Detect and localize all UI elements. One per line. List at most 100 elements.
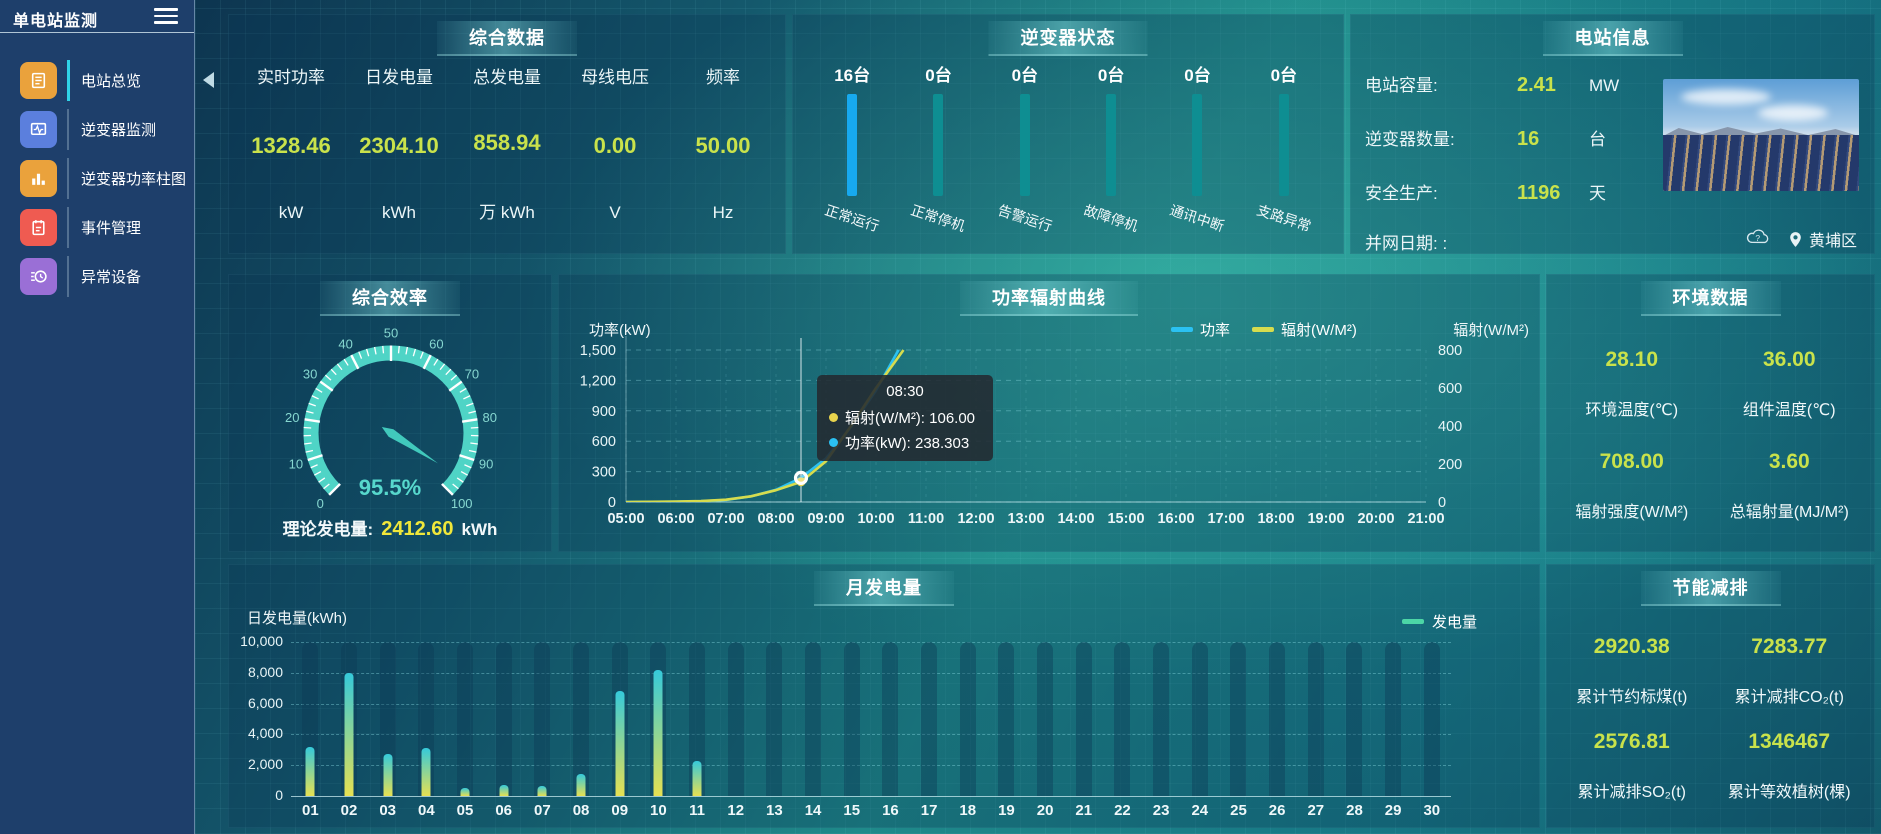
- bar-shadow: [766, 642, 783, 796]
- bar-day-column[interactable]: 06: [484, 642, 523, 819]
- bar-day-column[interactable]: 18: [948, 642, 987, 819]
- inverter-count: 0台: [925, 66, 952, 85]
- inverter-status-bar: [1192, 94, 1203, 196]
- bar-day-column[interactable]: 16: [871, 642, 910, 819]
- svg-text:09:00: 09:00: [807, 511, 844, 527]
- bar-ytick-label: 10,000: [240, 633, 283, 649]
- panel-title: 电站信息: [1542, 21, 1683, 56]
- bar-day-column[interactable]: 13: [755, 642, 794, 819]
- bar-day-column[interactable]: 19: [987, 642, 1026, 819]
- power-radiation-line-chart[interactable]: 0 300 600 900 1,200 1,500 0 200 400 600 800 05:00 06…: [559, 275, 1541, 553]
- bar-ytick-label: 0: [275, 787, 283, 803]
- sidebar-item-inverter-monitor[interactable]: 逆变器监测: [0, 105, 194, 154]
- bar-day-label: 21: [1075, 802, 1093, 819]
- panel-station-info: 电站信息 电站容量: 2.41 MW 逆变器数量: 16 台 安全生产: 119…: [1350, 14, 1875, 254]
- bar-day-label: 10: [650, 802, 667, 819]
- svg-text:10: 10: [289, 456, 303, 471]
- bar-day-label: 29: [1384, 802, 1402, 819]
- bar-day-column[interactable]: 27: [1296, 642, 1335, 819]
- bar-day-label: 30: [1423, 802, 1441, 819]
- bar-day-column[interactable]: 01: [291, 642, 330, 819]
- bar-day-label: 24: [1191, 802, 1209, 819]
- bar-gridline: [291, 734, 1451, 736]
- bar-day-column[interactable]: 28: [1335, 642, 1374, 819]
- sidebar-item-event-management[interactable]: 事件管理: [0, 203, 194, 252]
- chart-tooltip: 08:30 辐射(W/M²): 106.00 功率(kW): 238.303: [817, 375, 993, 461]
- legend-power[interactable]: 功率: [1171, 319, 1230, 340]
- bar-gridline: [291, 672, 1451, 674]
- theory-value: 2412.60: [381, 518, 454, 540]
- grid-date-row: 并网日期: :: [1365, 229, 1447, 254]
- bar-day-column[interactable]: 22: [1103, 642, 1142, 819]
- monthly-generation-bar-chart[interactable]: 01 02 03 04 05 06 07 08 09 10 11 12 13 14 15 16 17 18 19 20…: [291, 642, 1451, 819]
- metric-unit: V: [609, 203, 621, 222]
- sidebar-collapse-arrow[interactable]: [203, 72, 214, 88]
- bar-day-label: 11: [689, 802, 705, 819]
- bar-day-column[interactable]: 23: [1142, 642, 1181, 819]
- weather-indicator[interactable]: ?: [1745, 227, 1772, 246]
- bar-shadow: [1075, 642, 1092, 796]
- sidebar-item-abnormal-devices[interactable]: 异常设备: [0, 252, 194, 301]
- sidebar-item-inverter-power-bars[interactable]: 逆变器功率柱图: [0, 154, 194, 203]
- inverter-status-label: 正常运行: [823, 201, 882, 235]
- bar-day-column[interactable]: 26: [1258, 642, 1297, 819]
- svg-text:07:00: 07:00: [707, 511, 744, 527]
- sidebar-nav: 电站总览 逆变器监测 逆变器功率柱图 事件管理: [0, 56, 194, 301]
- svg-text:400: 400: [1438, 419, 1462, 435]
- station-value: 2.41: [1517, 74, 1556, 96]
- bar-day-column[interactable]: 11: [678, 642, 717, 819]
- legend-power-label: 功率: [1200, 322, 1231, 339]
- generation-bar: [460, 788, 470, 796]
- bar-gridline: [291, 765, 1451, 767]
- svg-text:14:00: 14:00: [1057, 511, 1094, 527]
- panel-monthly-generation[interactable]: 月发电量 日发电量(kWh) 发电量 0 2,000 4,000 6,000 8,000…: [228, 564, 1540, 828]
- bar-day-column[interactable]: 03: [368, 642, 407, 819]
- sidebar-item-label: 事件管理: [81, 220, 142, 237]
- bar-day-column[interactable]: 09: [600, 642, 639, 819]
- bar-day-column[interactable]: 05: [446, 642, 485, 819]
- bar-day-column[interactable]: 17: [910, 642, 949, 819]
- location-indicator[interactable]: 黄埔区: [1789, 227, 1857, 251]
- metric-value: 858.94: [473, 130, 541, 155]
- station-unit: MW: [1589, 76, 1620, 95]
- bar-day-label: 15: [843, 802, 861, 819]
- bar-day-column[interactable]: 21: [1064, 642, 1103, 819]
- svg-text:21:00: 21:00: [1407, 511, 1444, 527]
- bar-day-column[interactable]: 08: [562, 642, 601, 819]
- legend-radiation[interactable]: 辐射(W/M²): [1252, 319, 1357, 340]
- bar-day-column[interactable]: 10: [639, 642, 678, 819]
- bar-day-label: 07: [534, 802, 551, 819]
- station-label: 逆变器数量:: [1365, 130, 1455, 149]
- svg-text:11:00: 11:00: [908, 511, 944, 527]
- bar-day-label: 01: [301, 802, 319, 819]
- bar-day-column[interactable]: 29: [1374, 642, 1413, 819]
- bar-day-column[interactable]: 15: [832, 642, 871, 819]
- bar-day-column[interactable]: 07: [523, 642, 562, 819]
- bar-day-column[interactable]: 04: [407, 642, 446, 819]
- menu-toggle-icon[interactable]: [154, 8, 178, 25]
- efficiency-gauge[interactable]: 0 10 20 30 40 50 60 70 80 90 100: [229, 309, 553, 545]
- bar-day-column[interactable]: 20: [1026, 642, 1065, 819]
- left-axis-title: 功率(kW): [589, 322, 651, 339]
- inverter-status-label: 通讯中断: [1168, 201, 1227, 235]
- legend-generation-label: 发电量: [1431, 614, 1477, 631]
- bar-chart-legend[interactable]: 发电量: [1401, 611, 1477, 632]
- bar-day-column[interactable]: 24: [1180, 642, 1219, 819]
- sidebar-item-station-overview[interactable]: 电站总览: [0, 56, 194, 105]
- bar-day-column[interactable]: 02: [330, 642, 369, 819]
- tooltip-radiation: 辐射(W/M²): 106.00: [829, 407, 981, 428]
- bar-day-label: 13: [766, 802, 783, 819]
- bar-day-column[interactable]: 12: [716, 642, 755, 819]
- inverter-status-label: 支路异常: [1254, 201, 1313, 235]
- bar-day-column[interactable]: 30: [1412, 642, 1451, 819]
- panel-power-radiation-chart[interactable]: 功率辐射曲线 功率(kW) 辐射(W/M²) 功率 辐射(W/M²) 0 300 6…: [558, 274, 1540, 552]
- cloud-weather-icon: ?: [1746, 229, 1769, 244]
- svg-text:800: 800: [1438, 343, 1462, 359]
- bar-day-column[interactable]: 14: [794, 642, 833, 819]
- line-chart-legend[interactable]: 功率 辐射(W/M²): [1171, 319, 1357, 340]
- bar-day-column[interactable]: 25: [1219, 642, 1258, 819]
- svg-text:17:00: 17:00: [1207, 511, 1244, 527]
- panel-title: 综合数据: [437, 21, 577, 56]
- panel-title: 功率辐射曲线: [960, 281, 1138, 316]
- inverter-status-bar: [1106, 94, 1117, 196]
